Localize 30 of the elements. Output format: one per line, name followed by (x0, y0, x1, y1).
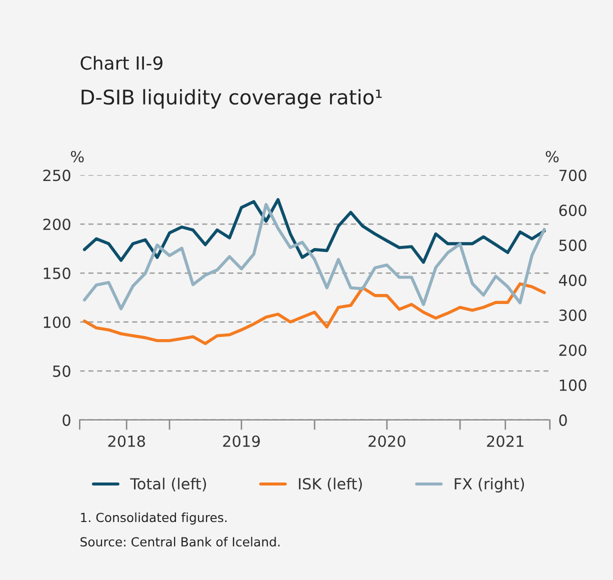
y-tick-label: 200 (43, 218, 70, 230)
source-note: Source: Central Bank of Iceland. (80, 536, 280, 547)
y-tick-label: 50 (53, 365, 70, 377)
y2-tick-label: 200 (559, 344, 586, 356)
y2-tick-label: 100 (560, 379, 586, 391)
y2-tick-label: 500 (559, 240, 586, 252)
x-tick-label: 2018 (108, 435, 145, 448)
y2-tick-label: 0 (559, 414, 567, 426)
x-tick-label: 2020 (368, 435, 406, 448)
legend-label: Total (left) (130, 478, 206, 492)
x-tick-label: 2019 (223, 435, 260, 448)
line-series (82, 198, 546, 264)
y2-tick-label: 300 (559, 309, 586, 322)
y-axis-title: % (70, 150, 84, 162)
text: 1. Consolidated figures. (81, 512, 227, 525)
y-tick-label: 0 (62, 414, 70, 426)
y2-tick-label: 700 (559, 170, 586, 182)
legend-label: ISK (left) (298, 478, 362, 492)
y-tick-label: 100 (44, 316, 70, 328)
line-series (82, 203, 546, 310)
y-tick-label: 150 (44, 268, 70, 280)
y2-tick-label: 400 (558, 274, 586, 286)
legend-label: FX (right) (454, 478, 524, 493)
line-series (82, 282, 546, 346)
y2-axis-title: % (546, 150, 559, 162)
y-tick-label: 250 (43, 170, 70, 182)
chart-subtitle: D-SIB liquidity coverage ratio¹ (82, 89, 382, 109)
x-tick-label: 2021 (487, 435, 524, 448)
y2-tick-label: 600 (559, 204, 586, 216)
chart-title: Chart II-9 (80, 56, 162, 70)
